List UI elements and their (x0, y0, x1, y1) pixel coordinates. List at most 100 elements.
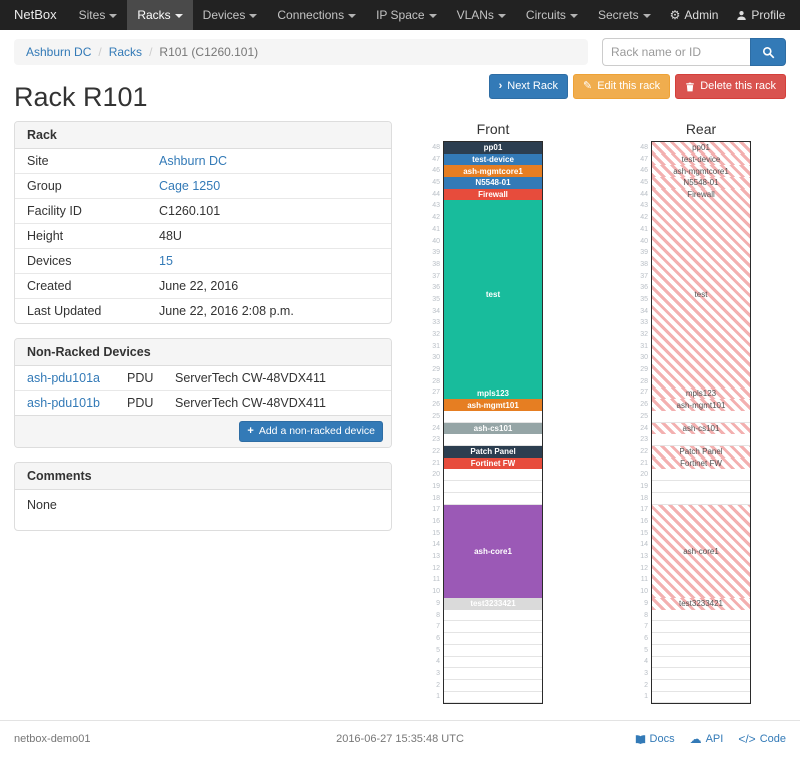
rack-empty-unit[interactable] (444, 679, 542, 692)
rack-empty-unit[interactable] (652, 668, 750, 680)
rack-empty-unit[interactable] (652, 411, 750, 423)
rack-device[interactable]: ash-core1 (652, 504, 750, 599)
rack-empty-unit[interactable] (444, 492, 542, 505)
attr-label: Site (27, 154, 49, 168)
rack-device[interactable]: pp01 (444, 142, 542, 154)
attr-value[interactable]: 15 (159, 254, 173, 268)
rack-device[interactable]: Fortinet FW (444, 457, 542, 470)
rack-empty-unit[interactable] (652, 481, 750, 493)
rack-device[interactable]: ash-core1 (444, 504, 542, 599)
unit-number: 4 (644, 658, 648, 666)
rack-device[interactable]: ash-cs101 (652, 422, 750, 435)
rack-empty-unit[interactable] (444, 633, 542, 645)
next-rack-button[interactable]: › Next Rack (488, 74, 568, 100)
chevron-down-icon (249, 14, 258, 18)
nav-item-sites[interactable]: Sites (69, 0, 128, 30)
nav-item-circuits[interactable]: Circuits (516, 0, 588, 30)
search-button[interactable] (750, 38, 786, 66)
unit-number: 17 (432, 506, 440, 514)
rack-empty-unit[interactable] (444, 656, 542, 669)
nav-item-label: Devices (202, 8, 246, 22)
nav-item-secrets[interactable]: Secrets (588, 0, 661, 30)
rack-empty-unit[interactable] (652, 469, 750, 482)
attr-value: June 22, 2016 2:08 p.m. (159, 304, 294, 318)
rack-empty-unit[interactable] (652, 609, 750, 622)
rack-device[interactable]: pp01 (652, 142, 750, 154)
unit-number: 9 (644, 599, 648, 607)
breadcrumb-link[interactable]: Racks (108, 45, 143, 59)
front-unit-gutter: 48 47 46 45 44 43 42 41 40 39 38 37 36 35 34 33 32 31 30 29… (427, 141, 443, 704)
delete-rack-button[interactable]: Delete this rack (675, 74, 786, 100)
add-non-racked-device-button[interactable]: + Add a non-racked device (239, 421, 383, 442)
device-name-link[interactable]: ash-pdu101a (27, 371, 100, 385)
rack-device[interactable]: ash-mgmtcore1 (444, 165, 542, 178)
admin-button[interactable]: ⚙ Admin (661, 0, 728, 30)
footer-link-docs[interactable]: Docs (635, 733, 675, 745)
footer-link-label: Code (759, 733, 786, 746)
rack-empty-unit[interactable] (444, 621, 542, 634)
rack-device[interactable]: Fortinet FW (652, 457, 750, 470)
rack-empty-unit[interactable] (444, 481, 542, 493)
rack-empty-unit[interactable] (652, 691, 750, 704)
rack-device[interactable]: test-device (652, 153, 750, 166)
unit-number: 33 (640, 319, 648, 327)
unit-number: 41 (640, 225, 648, 233)
rack-device[interactable]: mpls123 (652, 387, 750, 400)
rack-device[interactable]: mpls123 (444, 387, 542, 400)
rack-device[interactable]: N5548-01 (652, 177, 750, 189)
rack-empty-unit[interactable] (444, 469, 542, 482)
profile-button[interactable]: Profile (727, 0, 794, 30)
attr-value[interactable]: Cage 1250 (159, 179, 221, 193)
rack-empty-unit[interactable] (652, 434, 750, 447)
rack-empty-unit[interactable] (652, 656, 750, 669)
rack-device[interactable]: Firewall (444, 188, 542, 201)
rack-device[interactable]: test (652, 200, 750, 388)
footer-link-code[interactable]: </> Code (738, 733, 786, 745)
trash-icon (685, 82, 695, 92)
rack-empty-unit[interactable] (652, 644, 750, 657)
rack-empty-unit[interactable] (444, 411, 542, 423)
rack-empty-unit[interactable] (652, 621, 750, 634)
rack-device[interactable]: test-device (444, 153, 542, 166)
rack-device[interactable]: ash-mgmt101 (444, 399, 542, 411)
rack-device[interactable]: Firewall (652, 188, 750, 201)
rack-empty-unit[interactable] (444, 668, 542, 680)
breadcrumb-link[interactable]: Ashburn DC (26, 45, 92, 59)
rack-empty-unit[interactable] (444, 691, 542, 704)
nav-item-connections[interactable]: Connections (267, 0, 366, 30)
footer-link-api[interactable]: ☁ API (690, 733, 724, 745)
rack-device[interactable]: test3233421 (652, 598, 750, 610)
rack-empty-unit[interactable] (652, 679, 750, 692)
unit-number: 22 (432, 447, 440, 455)
unit-number: 21 (432, 459, 440, 467)
unit-number: 41 (432, 225, 440, 233)
rack-device[interactable]: ash-cs101 (444, 422, 542, 435)
rack-device[interactable]: ash-mgmt101 (652, 399, 750, 411)
app-logo[interactable]: NetBox (14, 7, 57, 22)
rack-device[interactable]: test (444, 200, 542, 388)
device-name-link[interactable]: ash-pdu101b (27, 396, 100, 410)
rack-device[interactable]: test3233421 (444, 598, 542, 610)
log-out-button[interactable]: Log out (794, 0, 800, 30)
rack-empty-unit[interactable] (652, 633, 750, 645)
search-input[interactable] (602, 38, 750, 66)
unit-number: 34 (640, 307, 648, 315)
rack-device[interactable]: ash-mgmtcore1 (652, 165, 750, 178)
attr-value[interactable]: Ashburn DC (159, 154, 228, 168)
nav-item-devices[interactable]: Devices (193, 0, 268, 30)
nav-item-ip-space[interactable]: IP Space (366, 0, 446, 30)
rack-device[interactable]: Patch Panel (652, 446, 750, 458)
nav-item-vlans[interactable]: VLANs (447, 0, 516, 30)
nav-item-racks[interactable]: Racks (127, 0, 193, 30)
rack-empty-unit[interactable] (652, 492, 750, 505)
rack-empty-unit[interactable] (444, 609, 542, 622)
rack-empty-unit[interactable] (444, 644, 542, 657)
edit-rack-button[interactable]: ✎ Edit this rack (573, 74, 671, 100)
rack-device[interactable]: Patch Panel (444, 446, 542, 458)
rack-device[interactable]: N5548-01 (444, 177, 542, 189)
rack-empty-unit[interactable] (444, 434, 542, 447)
unit-number: 19 (432, 482, 440, 490)
rear-elevation-title: Rear (685, 121, 717, 137)
unit-number: 40 (432, 237, 440, 245)
rear-elevation: Rear 48 47 46 45 44 43 42 41 40 39 38 37 36 35 34 33 32 3… (635, 121, 751, 705)
